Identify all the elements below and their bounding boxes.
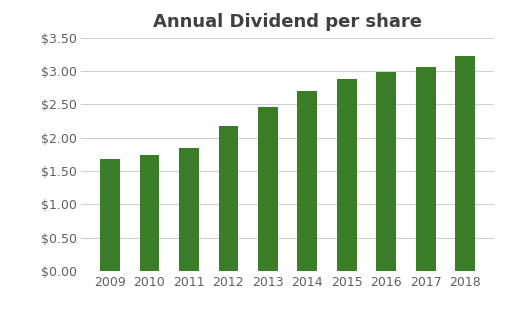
- Bar: [455, 56, 475, 271]
- Bar: [376, 72, 396, 271]
- Bar: [139, 155, 159, 271]
- Bar: [179, 148, 199, 271]
- Bar: [218, 126, 238, 271]
- Bar: [100, 159, 120, 271]
- Bar: [258, 107, 278, 271]
- Bar: [297, 91, 317, 271]
- Bar: [416, 67, 436, 271]
- Bar: [337, 79, 357, 271]
- Title: Annual Dividend per share: Annual Dividend per share: [153, 13, 422, 31]
